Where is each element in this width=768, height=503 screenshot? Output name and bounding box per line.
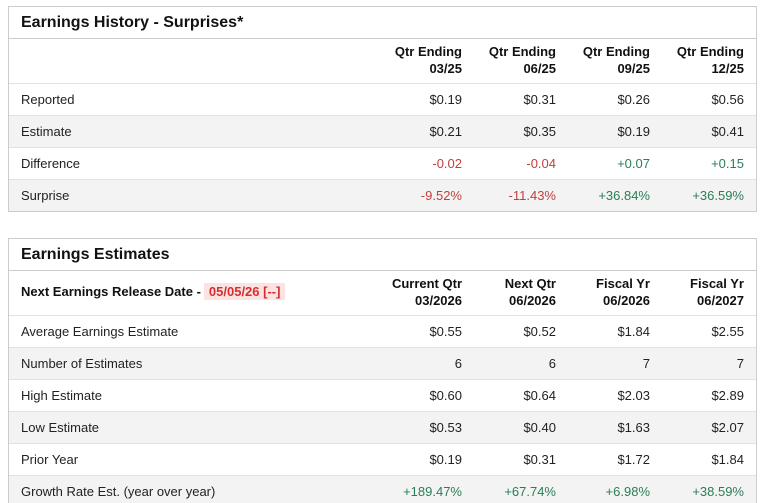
row-label: Number of Estimates [21,355,143,371]
value-cell: $0.64 [523,387,556,403]
value-cell: -0.04 [526,155,556,171]
value-cell: $1.63 [617,419,650,435]
column-header-line1: Qtr Ending [676,44,744,59]
row-label: High Estimate [21,387,102,403]
column-header-line2: 06/2026 [603,292,650,308]
next-earnings-release-label: Next Earnings Release Date - [21,284,201,300]
value-cell: $2.89 [711,387,744,403]
value-cell: $2.07 [711,419,744,435]
row-label: Low Estimate [21,419,100,435]
column-header-qtr-0625: Qtr Ending 06/25 [474,39,568,84]
column-header-line1: Qtr Ending [394,44,462,59]
value-cell: $0.21 [429,123,462,139]
column-header-line2: 12/25 [711,60,744,76]
column-header-line2: 06/2027 [697,292,744,308]
value-cell: -11.43% [508,187,556,203]
value-cell: $0.52 [523,323,556,339]
value-cell: $0.19 [429,451,462,467]
table-row-difference: Difference -0.02 -0.04 +0.07 +0.15 [9,147,756,179]
earnings-estimates-title: Earnings Estimates [9,239,756,271]
value-cell: 6 [454,355,462,371]
value-cell: +36.59% [692,187,744,203]
earnings-estimates-section: Earnings Estimates Next Earnings Release… [8,237,757,503]
value-cell: $2.03 [617,387,650,403]
value-cell: +189.47% [403,483,462,499]
value-cell: $1.84 [711,451,744,467]
table-row-number-of-estimates: Number of Estimates 6 6 7 7 [9,347,756,380]
value-cell: $0.40 [523,419,556,435]
table-row-high-estimate: High Estimate $0.60 $0.64 $2.03 $2.89 [9,379,756,411]
value-cell: -0.02 [432,155,462,171]
next-earnings-release-cell: Next Earnings Release Date -05/05/26 [--… [9,270,380,316]
row-label: Surprise [21,187,70,203]
value-cell: $0.19 [617,123,650,139]
value-cell: $0.19 [429,91,462,107]
column-header-next-qtr: Next Qtr 06/2026 [474,270,568,316]
table-row-surprise: Surprise -9.52% -11.43% +36.84% +36.59% [9,179,756,211]
value-cell: +0.15 [711,155,744,171]
value-cell: $2.55 [711,323,744,339]
column-header-line1: Qtr Ending [488,44,556,59]
next-earnings-date: 05/05/26 [--] [203,283,286,301]
value-cell: $0.56 [711,91,744,107]
value-cell: +36.84% [598,187,650,203]
value-cell: -9.52% [420,187,462,203]
earnings-estimates-header-row: Next Earnings Release Date -05/05/26 [--… [9,270,756,316]
value-cell: $0.53 [429,419,462,435]
value-cell: 7 [736,355,744,371]
column-header-fiscal-yr-2027: Fiscal Yr 06/2027 [662,270,756,316]
value-cell: $0.60 [429,387,462,403]
table-row-reported: Reported $0.19 $0.31 $0.26 $0.56 [9,83,756,115]
value-cell: $0.31 [523,451,556,467]
earnings-history-header-row: Qtr Ending 03/25 Qtr Ending 06/25 Qtr En… [9,39,756,84]
value-cell: +38.59% [692,483,744,499]
column-header-line2: 06/2026 [509,292,556,308]
table-row-low-estimate: Low Estimate $0.53 $0.40 $1.63 $2.07 [9,411,756,444]
value-cell: $0.55 [429,323,462,339]
value-cell: $0.35 [523,123,556,139]
table-row-growth-rate: Growth Rate Est. (year over year) +189.4… [9,475,756,503]
column-header-qtr-0325: Qtr Ending 03/25 [380,39,474,84]
earnings-history-title: Earnings History - Surprises* [9,7,756,39]
table-row-average-earnings-estimate: Average Earnings Estimate $0.55 $0.52 $1… [9,315,756,347]
row-label: Reported [21,91,75,107]
column-header-qtr-0925: Qtr Ending 09/25 [568,39,662,84]
earnings-history-section: Earnings History - Surprises* Qtr Ending… [8,6,757,212]
value-cell: $0.31 [523,91,556,107]
row-label: Growth Rate Est. (year over year) [21,483,216,499]
value-cell: $0.26 [617,91,650,107]
row-label: Estimate [21,123,72,139]
column-header-line1: Fiscal Yr [596,275,650,291]
column-header-line2: 03/2026 [415,292,462,308]
value-cell: $1.84 [617,323,650,339]
column-header-qtr-1225: Qtr Ending 12/25 [662,39,756,84]
row-label: Difference [21,155,81,171]
value-cell: +67.74% [504,483,556,499]
column-header-line2: 09/25 [617,60,650,76]
row-label: Average Earnings Estimate [21,323,179,339]
value-cell: +0.07 [617,155,650,171]
column-header-line1: Fiscal Yr [690,275,744,291]
row-label: Prior Year [21,451,79,467]
earnings-estimates-table: Next Earnings Release Date -05/05/26 [--… [9,270,756,503]
empty-header-cell [9,39,380,84]
value-cell: $0.41 [711,123,744,139]
column-header-fiscal-yr-2026: Fiscal Yr 06/2026 [568,270,662,316]
earnings-history-table: Qtr Ending 03/25 Qtr Ending 06/25 Qtr En… [9,39,756,211]
value-cell: $1.72 [617,451,650,467]
column-header-line2: 06/25 [523,60,556,76]
table-row-estimate: Estimate $0.21 $0.35 $0.19 $0.41 [9,115,756,148]
column-header-line1: Next Qtr [504,275,556,291]
value-cell: 7 [642,355,650,371]
table-row-prior-year: Prior Year $0.19 $0.31 $1.72 $1.84 [9,443,756,475]
column-header-current-qtr: Current Qtr 03/2026 [380,270,474,316]
column-header-line2: 03/25 [429,60,462,76]
value-cell: +6.98% [605,483,650,499]
value-cell: 6 [548,355,556,371]
column-header-line1: Current Qtr [391,275,462,291]
column-header-line1: Qtr Ending [582,44,650,59]
